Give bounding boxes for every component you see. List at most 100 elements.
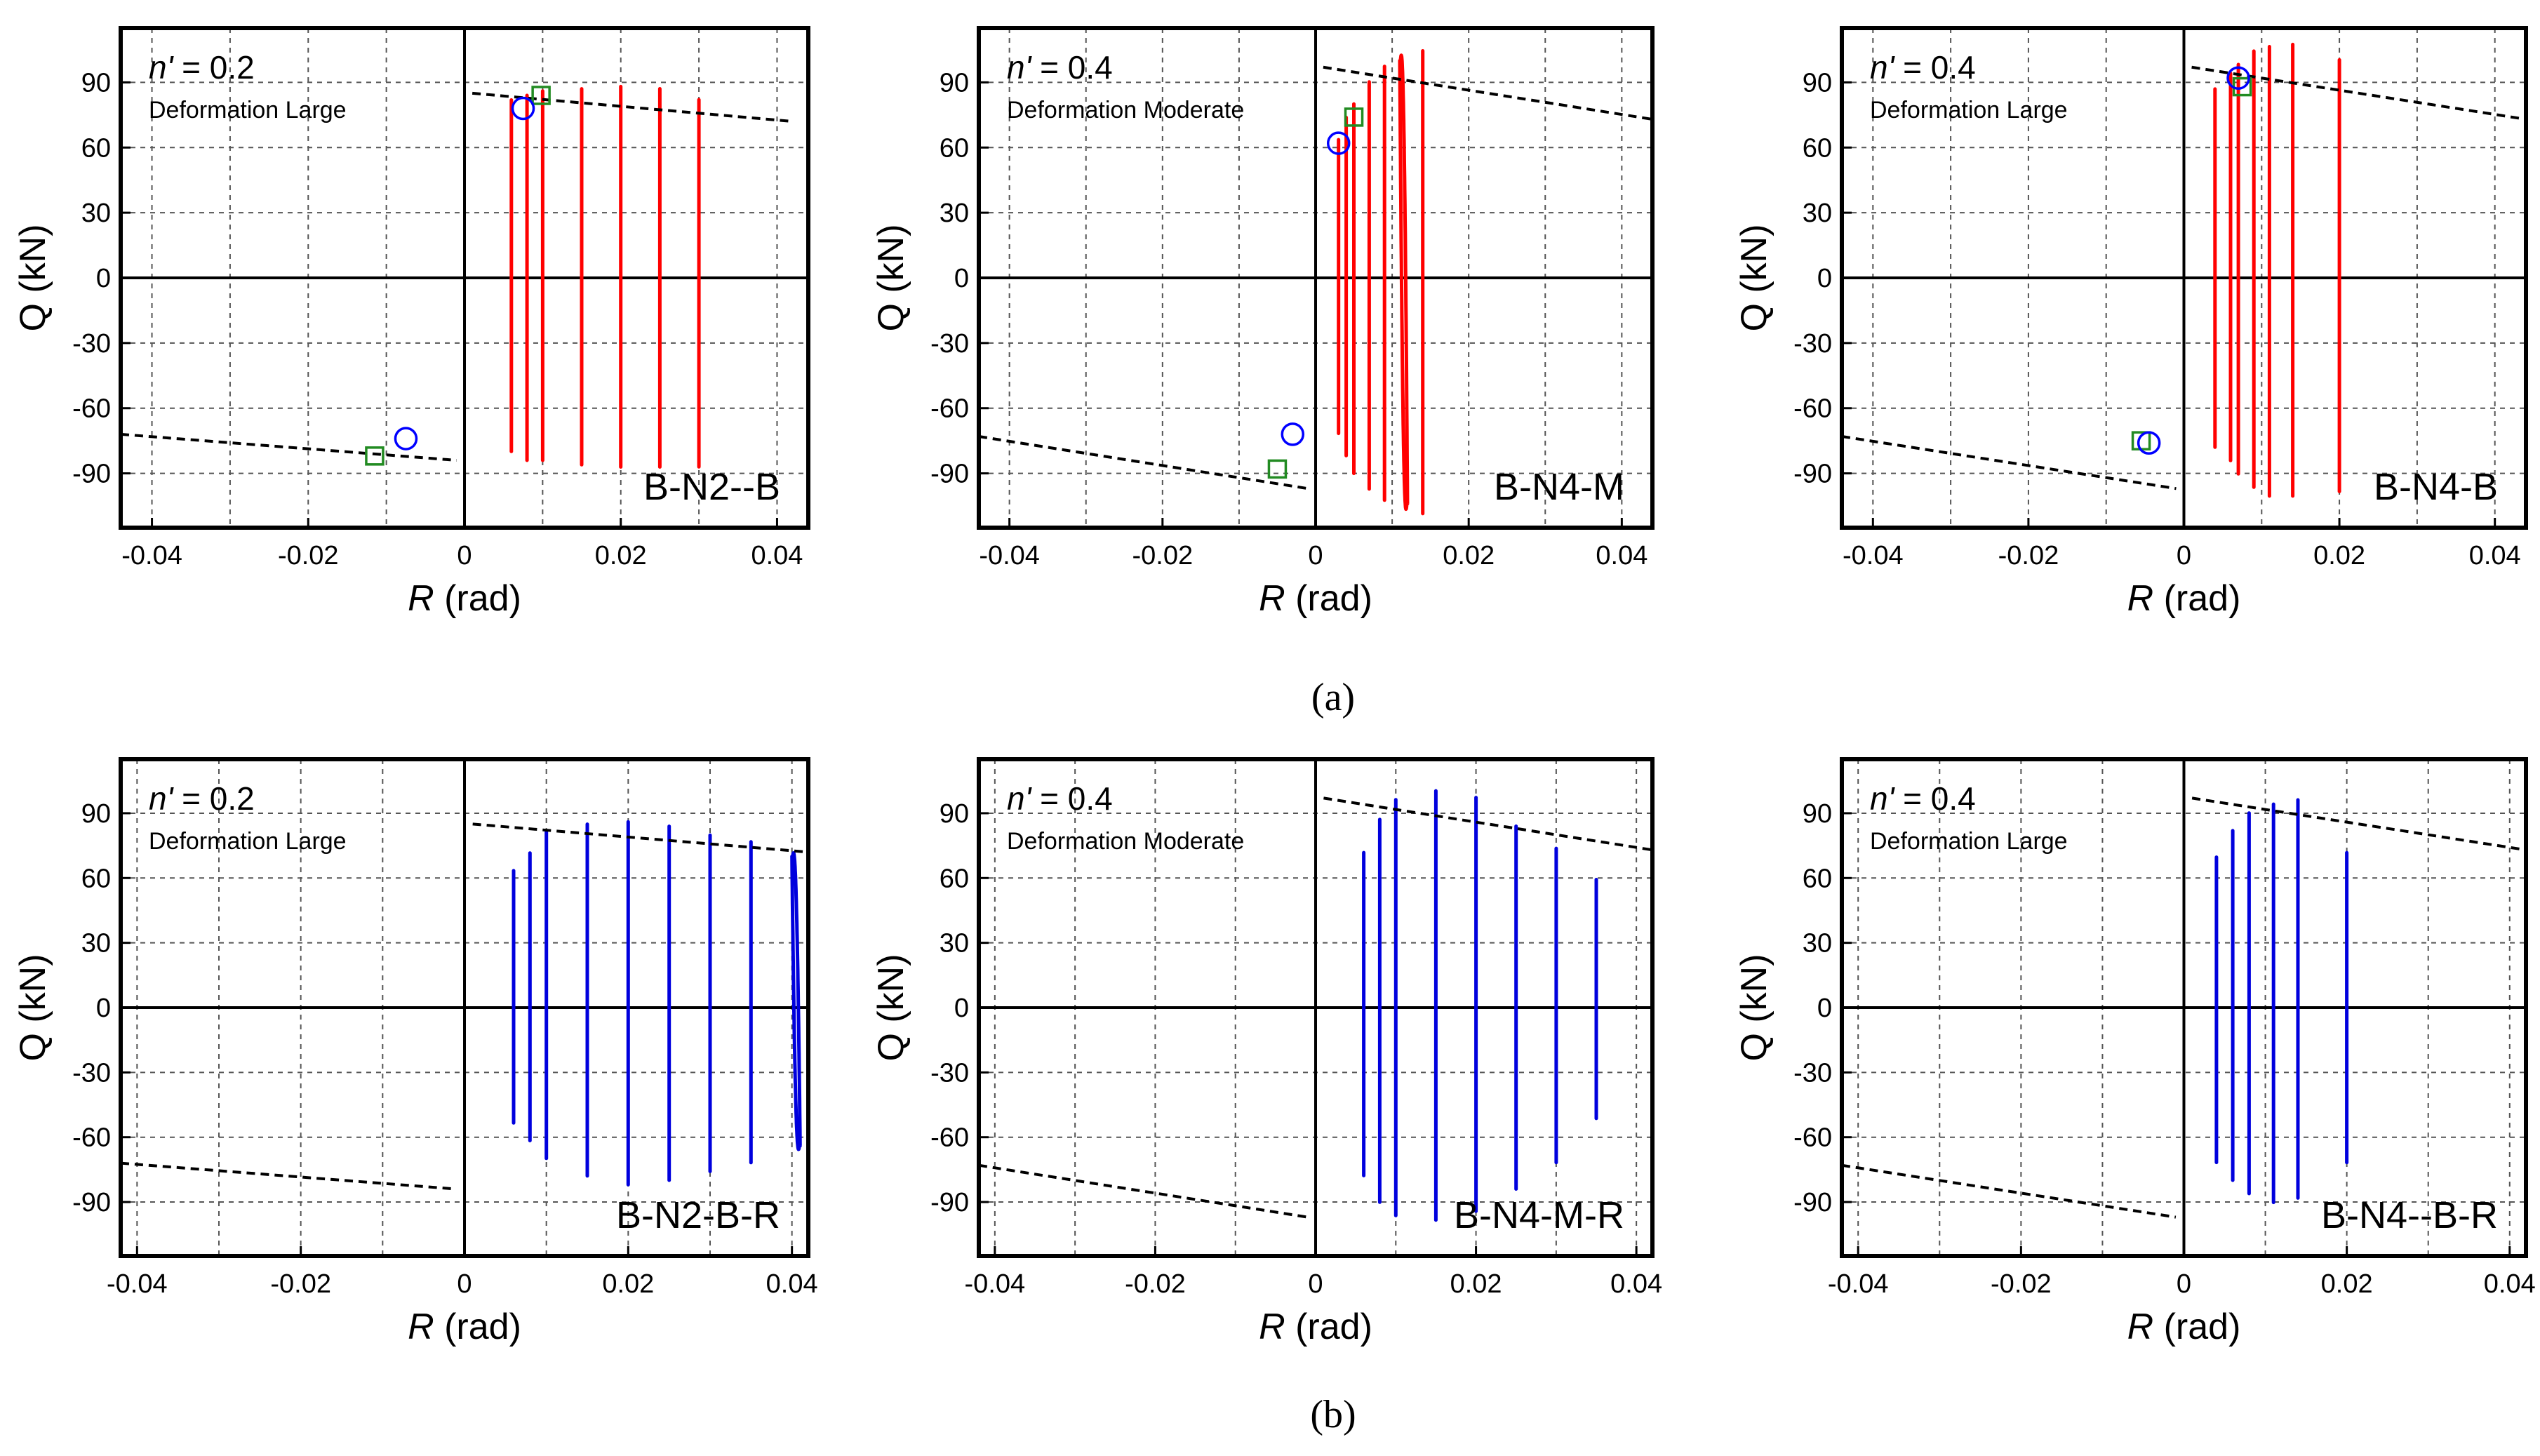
x-axis-label: R (rad) <box>2127 1307 2241 1347</box>
envelope-positive <box>1323 65 1652 121</box>
x-axis-symbol: R <box>408 578 434 619</box>
deformation-label: Deformation Moderate <box>1007 97 1244 123</box>
y-tick-label: 60 <box>1803 864 1832 893</box>
envelope-negative <box>121 432 457 462</box>
x-axis-unit: (rad) <box>434 578 521 619</box>
x-axis-unit: (rad) <box>1285 578 1372 619</box>
hysteresis-curves <box>121 84 793 469</box>
y-tick-label: -90 <box>72 460 111 489</box>
y-tick-label: 0 <box>1817 994 1832 1023</box>
envelope-negative <box>979 1163 1308 1219</box>
y-tick-label: 0 <box>96 994 111 1023</box>
x-axis-label: R (rad) <box>1259 1307 1372 1347</box>
y-tick-label: -60 <box>930 394 969 424</box>
x-tick-label: -0.04 <box>1843 541 1904 570</box>
x-axis-label: R (rad) <box>408 1307 521 1347</box>
y-tick-label: -30 <box>930 329 969 359</box>
n-ratio-annotation: n' = 0.4 <box>1870 49 1976 86</box>
y-tick-label: -90 <box>72 1188 111 1217</box>
envelope-negative <box>1842 435 2177 490</box>
chart-b-n4-m-r: -0.04 -0.02 0 0.02 0.04 90 60 30 0 -30 -60 -90 R (ra… <box>871 757 1662 1347</box>
specimen-name: B-N2-B-R <box>616 1194 780 1236</box>
x-tick-label: 0.04 <box>766 1269 818 1299</box>
y-tick-label: 0 <box>954 994 969 1023</box>
y-tick-label: 90 <box>81 799 111 829</box>
circle-marker <box>1281 422 1305 446</box>
y-axis-label: Q (kN) <box>13 224 53 331</box>
y-tick-label: -90 <box>1793 1188 1832 1217</box>
envelope-negative <box>121 1161 457 1191</box>
x-tick-label: -0.04 <box>1828 1269 1889 1299</box>
y-tick-label: 30 <box>1803 929 1832 959</box>
x-axis-symbol: R <box>2127 1307 2154 1347</box>
specimen-name: B-N4-B <box>2374 466 2498 508</box>
hysteresis-curves <box>1842 796 2526 1219</box>
x-tick-label: -0.04 <box>979 541 1040 570</box>
y-tick-label: 60 <box>81 133 111 163</box>
specimen-name: B-N4--B-R <box>2321 1194 2498 1236</box>
n-ratio-value: = 0.2 <box>173 49 254 86</box>
n-ratio-annotation: n' = 0.2 <box>149 780 255 817</box>
deformation-label: Deformation Moderate <box>1007 828 1244 855</box>
x-tick-label: 0 <box>1308 541 1323 570</box>
n-ratio-annotation: n' = 0.4 <box>1007 780 1113 817</box>
y-tick-label: 90 <box>940 68 969 98</box>
x-tick-label: -0.02 <box>1998 541 2059 570</box>
specimen-name: B-N4-M-R <box>1454 1194 1624 1236</box>
x-tick-label: 0.02 <box>2321 1269 2373 1299</box>
y-tick-label: 0 <box>96 264 111 293</box>
x-tick-label: 0.04 <box>2469 541 2521 570</box>
y-tick-label: -60 <box>1793 394 1832 424</box>
circle-marker <box>394 427 418 450</box>
n-ratio-annotation: n' = 0.4 <box>1870 780 1976 817</box>
x-tick-label: 0 <box>457 1269 472 1299</box>
y-tick-label: 60 <box>940 133 969 163</box>
y-tick-label: -30 <box>1793 1058 1832 1088</box>
x-tick-label: -0.02 <box>1125 1269 1186 1299</box>
envelope-positive <box>2191 65 2526 121</box>
y-tick-label: -60 <box>72 1123 111 1153</box>
circle-marker <box>2226 66 2250 90</box>
y-tick-label: -30 <box>72 1058 111 1088</box>
n-ratio-symbol: n' <box>1870 49 1896 86</box>
chart-b-n4-b: -0.04 -0.02 0 0.02 0.04 90 60 30 0 -30 -60 -90 R (ra… <box>1734 26 2528 619</box>
row-a-label: (a) <box>1311 676 1355 719</box>
hysteresis-curves <box>979 789 1652 1222</box>
hysteresis-curves <box>121 820 808 1191</box>
y-tick-label: 60 <box>81 864 111 893</box>
chart-b-n2-b: -0.04 -0.02 0 0.02 0.04 90 60 30 0 -30 -60 -90 R (ra… <box>13 26 810 619</box>
y-axis-label: Q (kN) <box>13 954 53 1061</box>
y-tick-label: -30 <box>72 329 111 359</box>
envelope-positive <box>2191 796 2526 852</box>
y-tick-label: 30 <box>940 929 969 959</box>
square-marker <box>365 446 385 466</box>
y-tick-label: 90 <box>81 68 111 98</box>
circle-marker <box>1326 131 1351 155</box>
y-tick-label: 30 <box>81 929 111 959</box>
y-tick-label: 30 <box>940 199 969 228</box>
chart-b-n4-m: -0.04 -0.02 0 0.02 0.04 90 60 30 0 -30 -60 -90 R (ra… <box>871 26 1655 619</box>
x-tick-label: 0.04 <box>1596 541 1647 570</box>
chart-b-n4-b-r: -0.04 -0.02 0 0.02 0.04 90 60 30 0 -30 -60 -90 R (ra… <box>1734 757 2536 1347</box>
y-axis-label: Q (kN) <box>1734 224 1774 331</box>
circle-marker <box>511 96 535 121</box>
x-tick-label: 0 <box>2177 541 2191 570</box>
y-tick-label: -90 <box>1793 460 1832 489</box>
x-tick-label: 0.02 <box>602 1269 654 1299</box>
x-axis-symbol: R <box>2127 578 2154 619</box>
x-axis-symbol: R <box>1259 1307 1285 1347</box>
circle-marker <box>2137 431 2161 455</box>
deformation-label: Deformation Large <box>149 828 347 855</box>
x-axis-symbol: R <box>1259 578 1285 619</box>
specimen-name: B-N2--B <box>643 466 780 508</box>
square-marker <box>1344 107 1364 127</box>
x-tick-label: -0.04 <box>965 1269 1026 1299</box>
y-tick-label: 30 <box>81 199 111 228</box>
envelope-negative <box>1842 1163 2177 1219</box>
n-ratio-symbol: n' <box>149 49 175 86</box>
chart-b-n2-b-r: -0.04 -0.02 0 0.02 0.04 90 60 30 0 -30 -60 -90 R (ra… <box>13 757 818 1347</box>
x-tick-label: -0.02 <box>1132 541 1194 570</box>
y-tick-label: 60 <box>940 864 969 893</box>
n-ratio-value: = 0.4 <box>1031 780 1112 817</box>
